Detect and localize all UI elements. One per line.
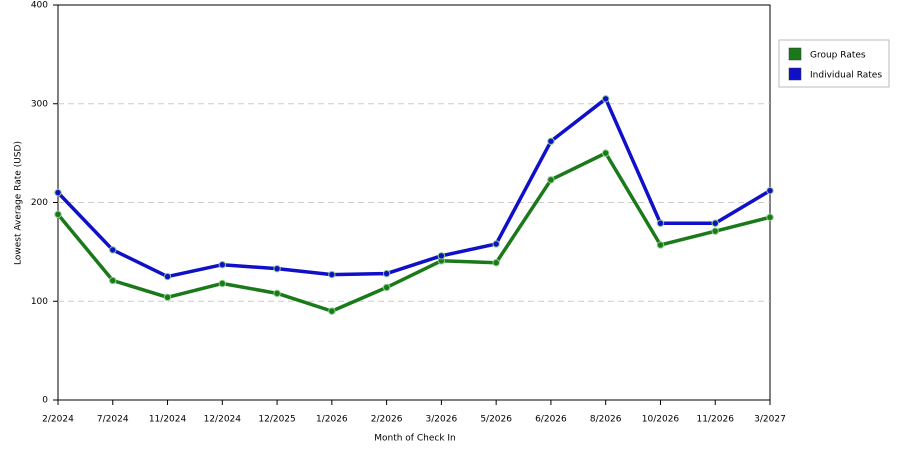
x-tick-label: 2/2026 xyxy=(371,415,403,425)
y-axis-label: Lowest Average Rate (USD) xyxy=(14,141,24,265)
legend-label: Individual Rates xyxy=(810,71,882,81)
point xyxy=(547,176,555,184)
point xyxy=(382,283,391,292)
x-tick-label: 6/2026 xyxy=(535,415,567,425)
point xyxy=(163,272,172,281)
x-tick-label: 10/2026 xyxy=(642,415,680,425)
point xyxy=(492,240,500,248)
x-tick-label: 11/2026 xyxy=(697,415,735,425)
y-tick-label: 400 xyxy=(31,1,48,11)
x-tick-label: 1/2026 xyxy=(316,415,348,425)
point xyxy=(273,289,281,298)
legend-label: Group Rates xyxy=(810,51,866,61)
point xyxy=(656,219,665,227)
y-tick-label: 200 xyxy=(31,198,48,208)
point xyxy=(437,252,446,260)
point xyxy=(109,246,117,254)
point xyxy=(109,276,117,285)
x-axis-label: Month of Check In xyxy=(374,434,456,444)
point xyxy=(601,95,610,103)
point xyxy=(656,241,665,249)
legend-swatch xyxy=(788,67,802,81)
point xyxy=(218,279,227,288)
point xyxy=(711,227,719,235)
x-tick-label: 12/2025 xyxy=(258,415,295,425)
point xyxy=(218,261,227,269)
point xyxy=(711,219,719,227)
series-line xyxy=(56,97,771,279)
x-tick-label: 7/2024 xyxy=(97,415,129,425)
point xyxy=(547,137,555,145)
point xyxy=(382,269,391,278)
point xyxy=(492,259,500,267)
point xyxy=(601,149,610,157)
y-tick-label: 100 xyxy=(31,297,48,307)
x-tick-label: 2/2024 xyxy=(42,415,74,425)
point xyxy=(273,264,281,273)
point xyxy=(766,186,774,195)
series-line xyxy=(56,151,771,313)
x-tick-label: 5/2026 xyxy=(480,415,512,425)
y-tick-label: 0 xyxy=(42,396,48,406)
legend-swatch xyxy=(788,47,802,61)
point xyxy=(328,307,336,315)
point xyxy=(54,210,62,219)
point xyxy=(766,213,774,222)
x-tick-label: 8/2026 xyxy=(590,415,622,425)
point xyxy=(163,293,172,301)
x-tick-label: 11/2024 xyxy=(149,415,187,425)
point xyxy=(328,270,336,279)
x-tick-label: 3/2026 xyxy=(426,415,458,425)
x-tick-label: 12/2024 xyxy=(204,415,242,425)
point xyxy=(54,188,62,197)
x-tick-label: 3/2027 xyxy=(754,415,786,425)
y-tick-label: 300 xyxy=(31,99,48,109)
